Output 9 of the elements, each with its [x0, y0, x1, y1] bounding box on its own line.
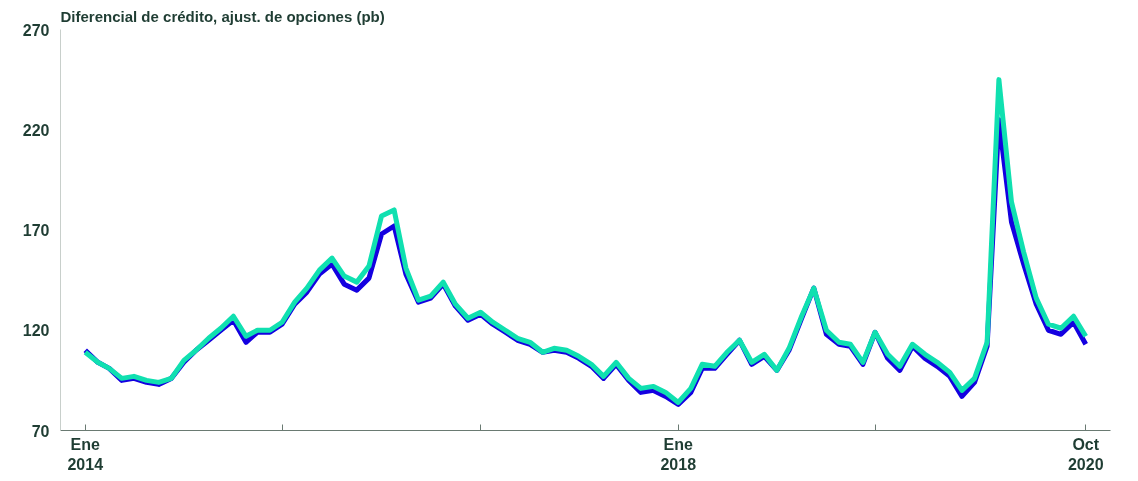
- y-tick-label: 270: [22, 21, 50, 39]
- x-tick-label: Ene 2018: [660, 435, 697, 473]
- y-tick-label: 120: [22, 322, 50, 340]
- y-tick-label: 220: [22, 121, 50, 139]
- y-tick-label: 170: [22, 222, 50, 239]
- y-tick-label: 70: [31, 422, 50, 440]
- x-tick-label: Oct 2020: [1067, 435, 1104, 473]
- chart-title: Diferencial de crédito, ajust. de opciones (pb): [60, 7, 385, 25]
- x-tick-label: Ene 2014: [67, 435, 104, 473]
